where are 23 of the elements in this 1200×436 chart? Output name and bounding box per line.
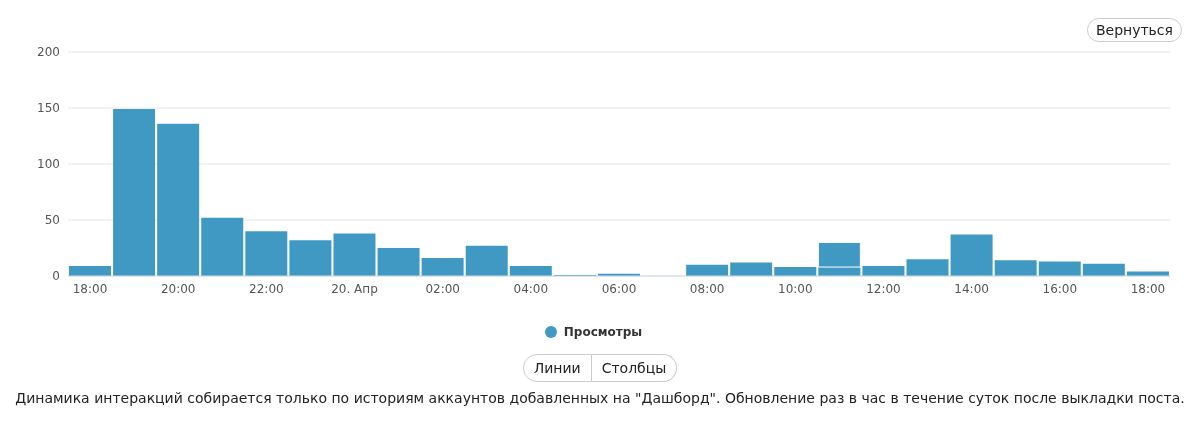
y-tick-label: 50 [44,213,60,228]
x-tick-label: 12:00 [866,281,901,296]
x-tick-label: 22:00 [249,281,284,296]
x-tick-label: 08:00 [689,281,725,296]
x-tick-label: 20:00 [160,281,196,296]
x-tick-label: 14:00 [954,281,989,296]
x-tick-label: 18:00 [1130,281,1166,296]
x-tick-label: 06:00 [601,281,637,296]
text: Динамика интеракций собирается только по историям аккаунтов добавленных на "Дашборд". Обновление раз в час в течение суток после выкладки поста. [14,390,1186,406]
x-tick-label: 10:00 [778,281,813,296]
x-tick-label: 02:00 [425,281,460,296]
y-tick-label: 150 [37,101,60,116]
x-tick-label: 04:00 [513,281,549,296]
legend-label: Просмотры [563,325,643,339]
y-tick-label: 0 [52,269,60,284]
y-tick-label: 200 [37,45,60,60]
text: Столбцы [591,354,678,382]
x-tick-label: 16:00 [1042,281,1078,296]
text: Линии [522,354,592,382]
y-tick-label: 100 [37,157,60,172]
text: Вернуться [1086,18,1182,42]
x-tick-label: 20. Апр [331,281,378,296]
x-tick-label: 18:00 [72,281,108,296]
